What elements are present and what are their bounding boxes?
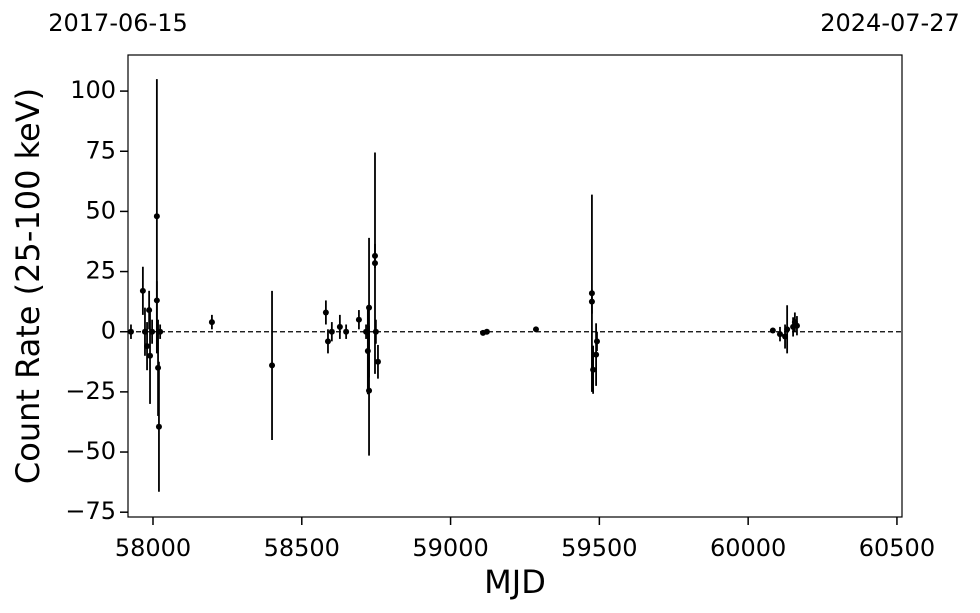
y-tick-label: 100 — [70, 76, 116, 104]
data-point — [208, 319, 215, 326]
y-tick-label: 0 — [101, 317, 116, 345]
data-point — [593, 338, 600, 345]
data-point — [590, 366, 597, 373]
data-point — [155, 423, 162, 430]
data-point — [336, 323, 343, 330]
data-point — [147, 352, 154, 359]
data-point — [157, 328, 164, 335]
y-tick-label: −50 — [65, 437, 116, 465]
x-axis-label: MJD — [484, 563, 546, 601]
data-point — [374, 358, 381, 365]
y-tick-label: 75 — [85, 136, 116, 164]
data-point — [144, 343, 151, 350]
y-tick-label: 25 — [85, 257, 116, 285]
data-point — [593, 351, 600, 358]
x-tick-label: 58000 — [115, 534, 191, 562]
data-point — [372, 328, 379, 335]
data-point — [588, 298, 595, 305]
data-point — [532, 326, 539, 333]
y-tick-label: −25 — [65, 377, 116, 405]
plot-frame — [127, 54, 903, 518]
x-tick-label: 59500 — [561, 534, 637, 562]
x-tick-label: 58500 — [264, 534, 340, 562]
x-tick-label: 60000 — [710, 534, 786, 562]
data-point — [322, 309, 329, 316]
top-label: 2024-07-27 — [820, 9, 959, 37]
data-point — [364, 347, 371, 354]
top-label: 2017-06-15 — [48, 9, 187, 37]
data-point — [269, 362, 276, 369]
data-point — [366, 304, 373, 311]
data-point — [793, 322, 800, 329]
y-tick-label: 50 — [85, 196, 116, 224]
data-point — [784, 326, 791, 333]
data-point — [483, 328, 490, 335]
data-point — [149, 328, 156, 335]
y-tick-label: −75 — [65, 497, 116, 525]
x-tick-label: 59000 — [412, 534, 488, 562]
data-point — [343, 328, 350, 335]
data-point — [328, 328, 335, 335]
data-point — [371, 252, 378, 259]
x-tick-label: 60500 — [859, 534, 935, 562]
data-point — [324, 338, 331, 345]
y-axis-label: Count Rate (25-100 keV) — [9, 88, 47, 484]
data-point — [366, 387, 373, 394]
data-point — [776, 331, 783, 338]
data-point — [127, 328, 134, 335]
data-point — [769, 327, 776, 334]
data-point — [139, 287, 146, 294]
data-point — [153, 213, 160, 220]
data-point — [355, 316, 362, 323]
data-point — [153, 297, 160, 304]
